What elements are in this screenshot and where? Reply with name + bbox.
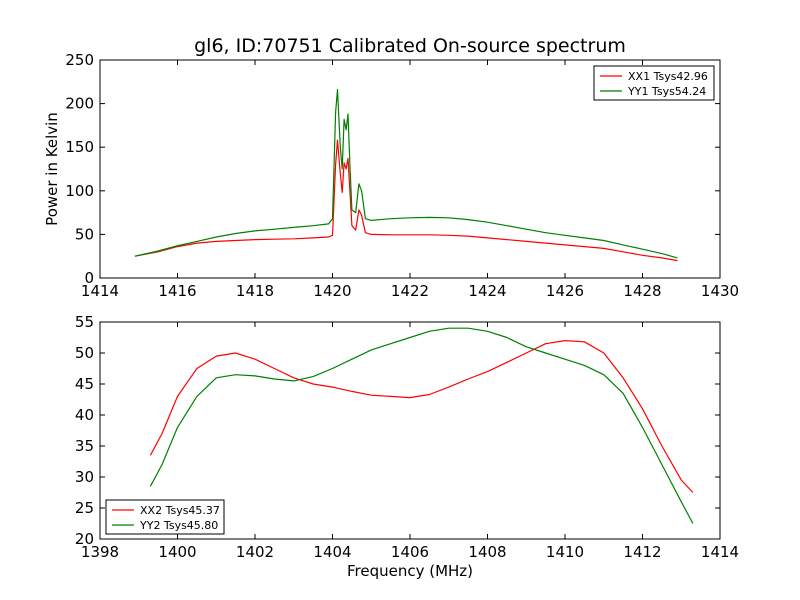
x-tick-label: 1398 [81, 543, 119, 561]
legend-label: XX1 Tsys42.96 [628, 70, 708, 83]
x-tick-label: 1426 [546, 282, 584, 300]
series-line-2 [149, 327, 694, 524]
y-tick-label: 25 [75, 499, 94, 517]
series-line-1 [149, 340, 694, 493]
legend-label: YY2 Tsys45.80 [139, 519, 218, 532]
x-tick-label: 1430 [701, 282, 739, 300]
legend-label: YY1 Tsys54.24 [627, 85, 706, 98]
x-axis-label: Frequency (MHz) [347, 562, 473, 580]
upper-panel: 1414 1416 1418 1420 1422 1424 1426 1428 1430 0 50 1… [43, 51, 739, 300]
y-axis-label: Power in Kelvin [43, 112, 61, 226]
x-tick-label: 1408 [468, 543, 506, 561]
x-tick-label: 1422 [391, 282, 429, 300]
x-tick-label: 1418 [236, 282, 274, 300]
chart-title: gl6, ID:70751 Calibrated On-source spect… [194, 35, 626, 57]
x-tick-label: 1414 [81, 282, 119, 300]
y-tick-label: 200 [65, 95, 94, 113]
y-tick-label: 50 [75, 344, 94, 362]
x-tick-label: 1424 [468, 282, 506, 300]
legend: XX2 Tsys45.37 YY2 Tsys45.80 [105, 499, 225, 535]
legend-label: XX2 Tsys45.37 [140, 504, 220, 517]
x-tick-label: 1404 [313, 543, 351, 561]
x-tick-label: 1406 [391, 543, 429, 561]
y-tick-label: 35 [75, 437, 94, 455]
x-tick-label: 1428 [623, 282, 661, 300]
y-tick-label: 100 [65, 182, 94, 200]
y-tick-label: 150 [65, 138, 94, 156]
y-tick-label: 0 [84, 269, 94, 287]
y-tick-label: 55 [75, 313, 94, 331]
y-tick-label: 30 [75, 468, 94, 486]
x-tick-label: 1410 [546, 543, 584, 561]
x-tick-label: 1416 [158, 282, 196, 300]
x-tick-label: 1400 [158, 543, 196, 561]
legend-box [105, 499, 225, 535]
y-tick-label: 40 [75, 406, 94, 424]
y-tick-label: 250 [65, 51, 94, 69]
legend: XX1 Tsys42.96 YY1 Tsys54.24 [593, 65, 715, 101]
legend-box [593, 65, 715, 101]
y-tick-label: 50 [75, 225, 94, 243]
x-tick-label: 1402 [236, 543, 274, 561]
x-tick-label: 1412 [623, 543, 661, 561]
y-tick-label: 45 [75, 375, 94, 393]
lower-panel: 1398 1400 1402 1404 1406 1408 1410 1412 1414 20 25… [75, 313, 739, 580]
x-tick-label: 1420 [313, 282, 351, 300]
series-line-1 [134, 139, 678, 262]
y-tick-label: 20 [75, 530, 94, 548]
x-tick-label: 1414 [701, 543, 739, 561]
series-line-2 [134, 89, 678, 259]
